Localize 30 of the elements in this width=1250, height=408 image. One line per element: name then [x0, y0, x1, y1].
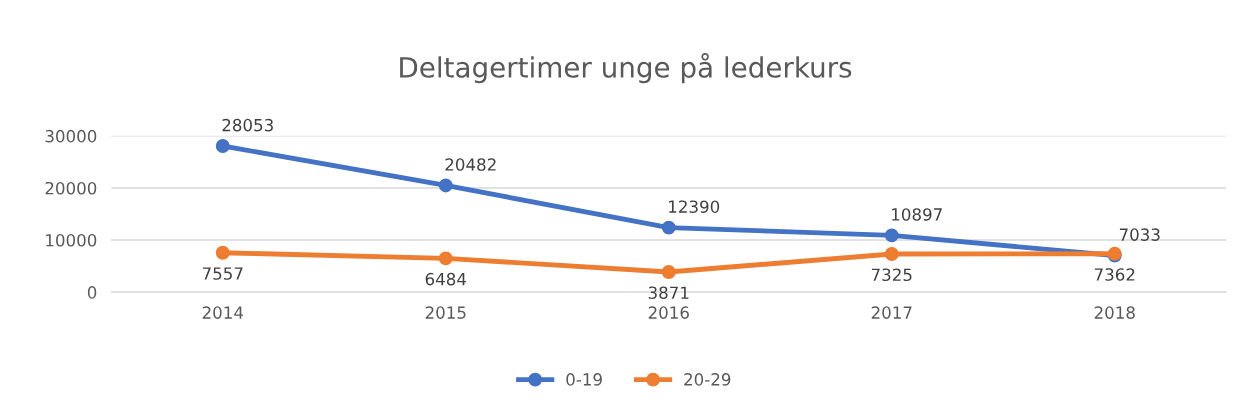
data-label: 3871 — [648, 286, 689, 300]
point — [884, 228, 899, 243]
y-tick-label: 0 — [87, 286, 97, 299]
x-tick-label: 2017 — [871, 306, 912, 319]
y-tick-label: 30000 — [45, 129, 97, 143]
point — [661, 265, 676, 279]
data-label: 7325 — [871, 268, 912, 282]
point — [215, 139, 230, 153]
y-tick-label: 10000 — [46, 234, 97, 247]
point — [438, 251, 453, 266]
legend-label: 20-29 — [684, 373, 731, 386]
chart-title: Deltagertimer unge på lederkurs — [400, 53, 852, 84]
x-tick-label: 2018 — [1094, 306, 1135, 319]
data-label: 7557 — [202, 267, 243, 280]
data-label: 10897 — [892, 208, 942, 221]
data-label: 20482 — [445, 158, 496, 171]
data-label: 28053 — [222, 118, 273, 132]
point — [661, 220, 676, 235]
y-tick-label: 20000 — [45, 181, 97, 195]
data-label: 7033 — [1119, 228, 1160, 241]
x-tick-label: 2015 — [425, 306, 466, 319]
legend-label: 0-19 — [566, 373, 602, 386]
data-label: 12390 — [669, 200, 720, 213]
point — [215, 245, 230, 260]
x-tick-label: 2014 — [202, 306, 244, 319]
point — [884, 247, 899, 261]
point — [438, 178, 453, 193]
data-label: 6484 — [425, 272, 467, 286]
x-tick-label: 2016 — [648, 306, 689, 319]
data-label: 7362 — [1094, 268, 1135, 281]
